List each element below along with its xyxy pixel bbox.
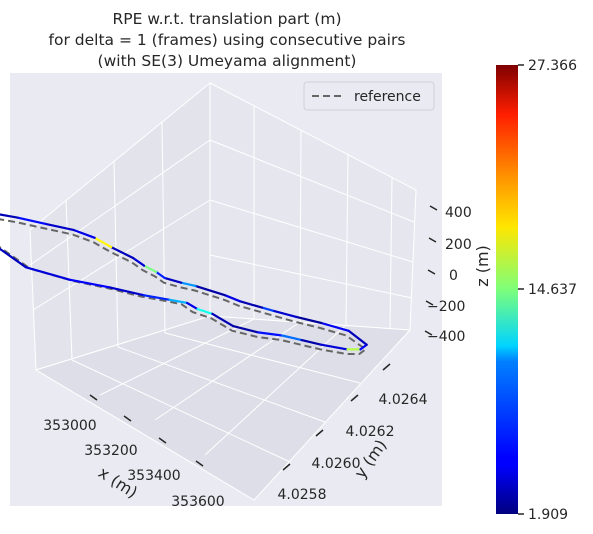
estimate-segment xyxy=(0,247,28,269)
z-tick-mark-1 xyxy=(429,205,438,211)
estimate-segment xyxy=(168,298,189,304)
y-tick-label-1: 4.0258 xyxy=(278,487,327,503)
x-tick-mark-2 xyxy=(123,415,132,422)
x-tick-label-2: 353200 xyxy=(84,443,137,459)
estimate-segment xyxy=(347,329,368,346)
z-tick-label-3: 0 xyxy=(449,268,458,284)
z-tick-mark-2 xyxy=(428,237,437,243)
estimate-segment xyxy=(0,213,19,219)
y-tick-label-4: 4.0264 xyxy=(379,392,428,408)
z-tick-label-4: −200 xyxy=(427,299,465,315)
estimate-segment xyxy=(142,294,171,301)
estimate-segment xyxy=(163,277,183,284)
z-tick-mark-4 xyxy=(425,300,434,306)
y-tick-mark-1 xyxy=(282,463,291,471)
estimate-segment xyxy=(24,266,71,281)
colorbar-label-max: 27.366 xyxy=(528,58,577,74)
colorbar-label-mid: 14.637 xyxy=(528,282,577,298)
title-line-3: (with SE(3) Umeyama alignment) xyxy=(98,52,357,70)
estimate-segment xyxy=(180,281,197,287)
title-line-1: RPE w.r.t. translation part (m) xyxy=(112,10,341,28)
estimate-segment xyxy=(300,339,323,346)
estimate-segment xyxy=(132,256,146,267)
estimate-segment xyxy=(110,246,135,260)
estimate-segment xyxy=(93,236,113,249)
colorbar: 27.366 14.637 1.909 xyxy=(496,58,577,523)
z-axis: 400 200 0 −200 −400 z (m) xyxy=(424,205,492,345)
z-tick-mark-5 xyxy=(424,330,433,336)
legend-label-reference: reference xyxy=(354,89,421,105)
estimate-segment xyxy=(194,284,226,297)
colorbar-label-min: 1.909 xyxy=(528,507,568,523)
estimate-segment xyxy=(295,315,323,325)
z-tick-label-2: 200 xyxy=(445,237,472,253)
y-tick-mark-3 xyxy=(350,394,359,402)
title-line-2: for delta = 1 (frames) using consecutive… xyxy=(49,31,406,49)
estimate-segment xyxy=(223,294,242,303)
estimate-segment xyxy=(271,309,298,318)
estimate-segment xyxy=(359,343,368,351)
z-tick-label-1: 400 xyxy=(445,205,472,221)
estimate-segment xyxy=(281,334,303,342)
x-tick-label-3: 353400 xyxy=(127,468,180,484)
estimate-segment xyxy=(211,312,235,328)
estimate-segment xyxy=(44,222,76,232)
z-axis-label: z (m) xyxy=(473,245,492,287)
x-tick-mark-3 xyxy=(158,437,167,444)
y-tick-mark-2 xyxy=(315,429,324,437)
pane-floor xyxy=(34,315,412,501)
estimate-segment xyxy=(239,300,264,309)
estimate-segment xyxy=(320,343,349,351)
z-tick-mark-3 xyxy=(427,269,436,275)
legend-box xyxy=(303,81,435,111)
x-tick-mark-4 xyxy=(195,460,204,467)
x-tick-label-1: 353000 xyxy=(43,418,96,434)
x-tick-mark-1 xyxy=(89,394,98,401)
estimate-segment xyxy=(186,301,199,311)
legend: reference xyxy=(303,81,435,111)
estimate-segment xyxy=(108,286,145,297)
z-tick-label-5: −400 xyxy=(427,329,465,345)
estimate-segment xyxy=(232,325,260,334)
estimate-segment xyxy=(320,321,350,332)
x-tick-label-4: 353600 xyxy=(171,494,224,510)
y-tick-mark-4 xyxy=(382,363,391,371)
estimate-segment xyxy=(155,270,166,280)
y-tick-label-3: 4.0262 xyxy=(346,424,395,440)
estimate-segment xyxy=(257,331,284,337)
estimate-segment xyxy=(16,216,47,225)
estimate-segment xyxy=(196,308,214,315)
chart-title: RPE w.r.t. translation part (m) for delt… xyxy=(49,10,406,70)
estimate-segment xyxy=(72,229,96,239)
y-tick-label-2: 4.0260 xyxy=(312,456,361,472)
estimate-segment xyxy=(68,278,112,289)
estimate-segment xyxy=(260,306,274,312)
estimate-segment xyxy=(143,264,158,273)
colorbar-gradient xyxy=(496,65,518,514)
estimate-trajectory xyxy=(0,213,368,351)
